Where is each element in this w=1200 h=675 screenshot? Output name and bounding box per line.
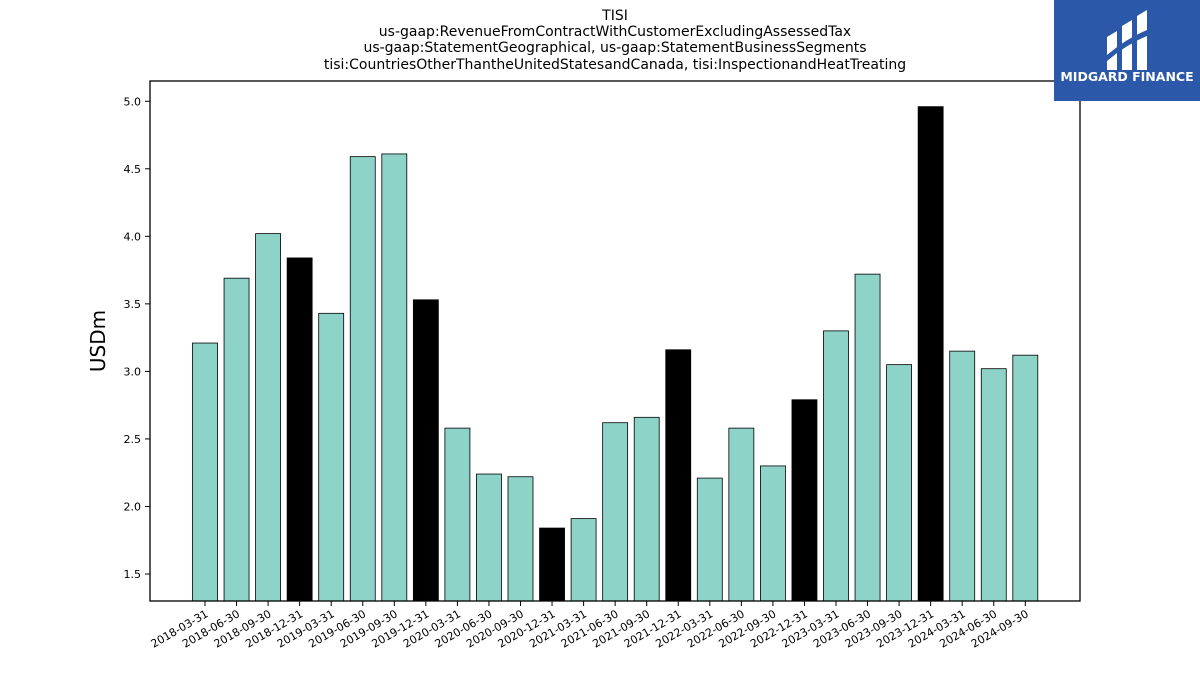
y-axis-label: USDm	[86, 310, 110, 372]
bar-2019-12-31	[412, 299, 439, 602]
y-axis: 1.5 2.0 2.5 3.0 3.5 4.0 4.5 5.0	[124, 95, 150, 581]
bar-2022-06-30	[728, 427, 755, 602]
y-tick-label: 4.5	[124, 163, 142, 176]
x-axis: 2018-03-312018-06-302018-09-302018-12-31…	[149, 601, 1031, 651]
bar-2022-03-31	[696, 477, 723, 602]
y-tick-label: 5.0	[124, 95, 142, 108]
bar-2024-03-31	[949, 350, 976, 602]
chart-title-line: us-gaap:StatementGeographical, us-gaap:S…	[363, 40, 866, 56]
bar-2018-06-30	[223, 277, 250, 602]
bar-2023-06-30	[854, 273, 881, 602]
chart-title-line: us-gaap:RevenueFromContractWithCustomerE…	[379, 24, 851, 40]
bar-2023-03-31	[823, 330, 849, 602]
bar-2021-12-31	[665, 349, 692, 602]
logo-text: MIDGARD FINANCE	[1060, 69, 1193, 84]
y-tick-label: 3.5	[124, 298, 142, 311]
bar-2023-12-31	[917, 106, 944, 602]
bar-2019-03-31	[318, 312, 345, 602]
y-tick-label: 3.0	[124, 365, 142, 378]
bar-2022-12-31	[791, 399, 818, 602]
bar-2021-06-30	[602, 422, 629, 602]
bar-2024-09-30	[1012, 354, 1039, 602]
bar-2018-03-31	[192, 342, 218, 602]
y-tick-label: 2.0	[124, 500, 142, 513]
y-tick-label: 2.5	[124, 433, 142, 446]
bar-2021-03-31	[570, 518, 597, 602]
bar-2024-06-30	[980, 368, 1007, 602]
bar-2019-06-30	[349, 156, 376, 602]
chart-title-line: tisi:CountriesOtherThantheUnitedStatesan…	[324, 57, 906, 73]
bar-2020-12-31	[539, 527, 565, 602]
bar-2022-09-30	[760, 465, 786, 602]
midgard-finance-logo: MIDGARD FINANCE	[1054, 0, 1200, 101]
chart-title-line: TISI	[601, 8, 628, 24]
bar-series	[192, 106, 1039, 602]
bar-2018-09-30	[255, 233, 282, 602]
y-tick-label: 1.5	[124, 568, 142, 581]
bar-2019-09-30	[381, 153, 408, 602]
bar-2020-06-30	[476, 473, 502, 602]
bar-2020-09-30	[507, 476, 534, 602]
bar-2021-09-30	[633, 416, 660, 602]
plot-frame	[149, 80, 1081, 602]
bar-2020-03-31	[444, 427, 471, 602]
bar-2018-12-31	[286, 257, 313, 602]
y-tick-label: 4.0	[124, 230, 142, 243]
logo-mark-icon	[1107, 10, 1147, 70]
bar-2023-09-30	[886, 364, 912, 602]
chart-title: TISI us-gaap:RevenueFromContractWithCust…	[324, 8, 906, 73]
